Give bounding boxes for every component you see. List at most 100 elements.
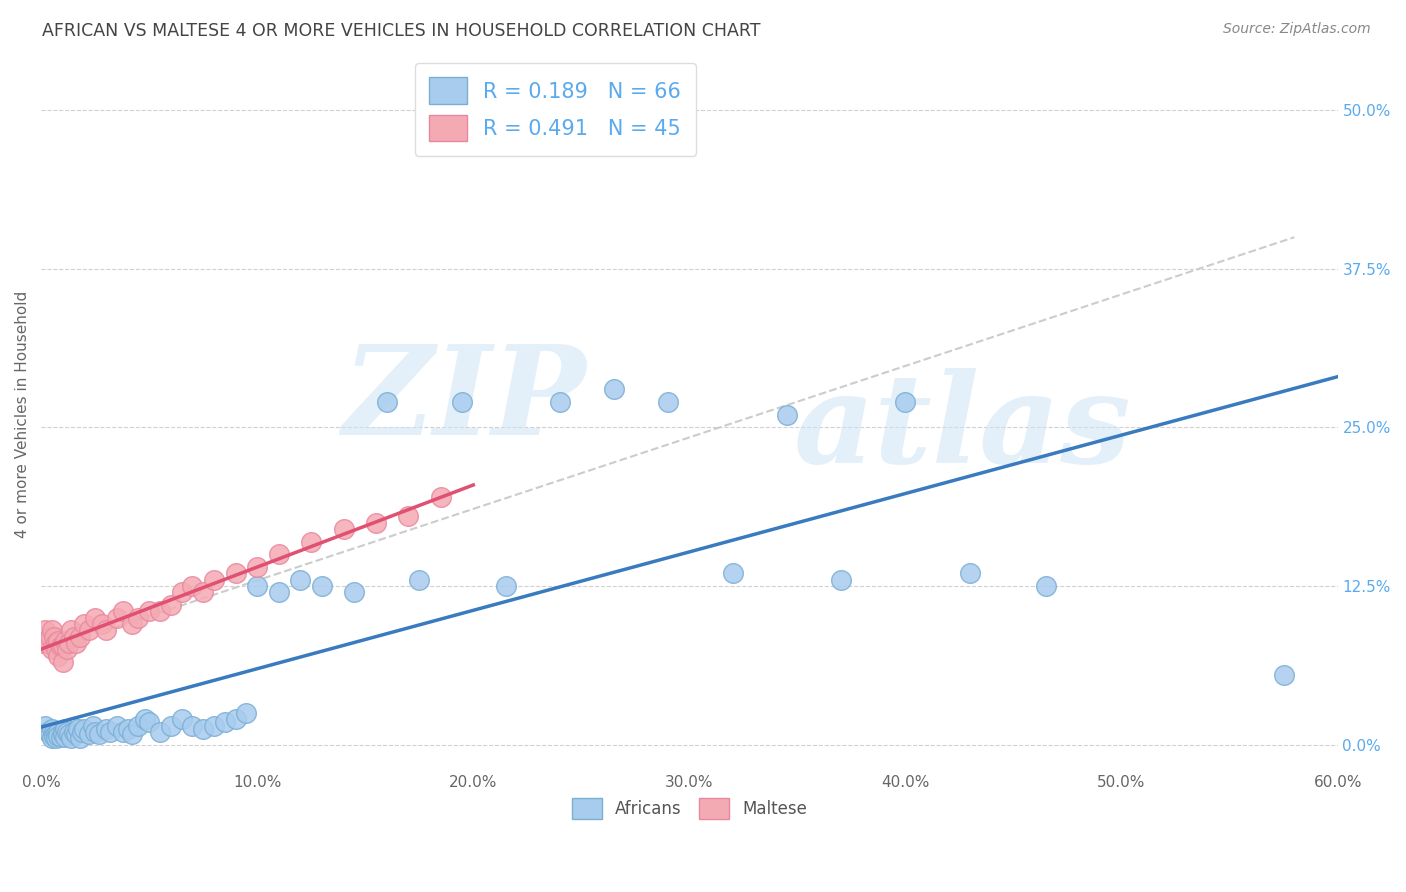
Point [58, 636, 80, 650]
Point [138, 604, 160, 618]
Point [830, 573, 852, 587]
Text: Source: ZipAtlas.com: Source: ZipAtlas.com [1223, 22, 1371, 37]
Point [134, 712, 156, 726]
Point [65, 636, 87, 650]
Point [45, 636, 67, 650]
Point [657, 395, 679, 409]
Point [42, 725, 65, 739]
Point [82, 718, 104, 732]
Point [1035, 579, 1057, 593]
Point [311, 579, 333, 593]
Point [84, 725, 107, 739]
Point [52, 727, 75, 741]
Point [202, 718, 225, 732]
Point [149, 725, 172, 739]
Point [398, 509, 420, 524]
Point [959, 566, 981, 581]
Point [235, 706, 257, 720]
Point [105, 718, 128, 732]
Point [73, 723, 96, 737]
Point [343, 585, 366, 599]
Point [159, 718, 181, 732]
Point [127, 718, 149, 732]
Point [127, 611, 149, 625]
Point [548, 395, 571, 409]
Point [267, 547, 290, 561]
Point [45, 727, 67, 741]
Point [48, 729, 70, 743]
Point [41, 723, 63, 737]
Point [181, 579, 204, 593]
Point [69, 731, 91, 746]
Point [66, 723, 89, 737]
Point [34, 718, 56, 732]
Point [138, 714, 160, 729]
Point [495, 579, 517, 593]
Text: atlas: atlas [793, 368, 1130, 490]
Point [89, 727, 111, 741]
Point [84, 611, 107, 625]
Point [332, 522, 354, 536]
Point [225, 566, 247, 581]
Y-axis label: 4 or more Vehicles in Household: 4 or more Vehicles in Household [15, 291, 30, 539]
Point [48, 633, 70, 648]
Point [53, 730, 76, 744]
Point [181, 718, 204, 732]
Point [290, 573, 312, 587]
Point [38, 630, 60, 644]
Point [49, 730, 72, 744]
Point [121, 617, 143, 632]
Point [48, 725, 70, 739]
Point [105, 611, 128, 625]
Point [77, 624, 100, 638]
Point [894, 395, 917, 409]
Point [721, 566, 744, 581]
Point [94, 723, 117, 737]
Point [98, 725, 121, 739]
Point [94, 624, 117, 638]
Point [1272, 668, 1295, 682]
Point [53, 723, 76, 737]
Legend: Africans, Maltese: Africans, Maltese [565, 791, 814, 826]
Point [37, 636, 59, 650]
Point [193, 723, 215, 737]
Point [45, 731, 67, 746]
Point [60, 624, 83, 638]
Point [62, 725, 84, 739]
Point [112, 604, 135, 618]
Point [364, 516, 387, 530]
Point [42, 630, 65, 644]
Point [34, 624, 56, 638]
Point [775, 408, 797, 422]
Point [70, 725, 93, 739]
Point [69, 630, 91, 644]
Point [214, 714, 236, 729]
Point [41, 642, 63, 657]
Text: AFRICAN VS MALTESE 4 OR MORE VEHICLES IN HOUSEHOLD CORRELATION CHART: AFRICAN VS MALTESE 4 OR MORE VEHICLES IN… [42, 22, 761, 40]
Point [41, 624, 63, 638]
Point [52, 655, 75, 669]
Point [41, 731, 63, 746]
Point [408, 573, 430, 587]
Point [299, 534, 322, 549]
Point [451, 395, 474, 409]
Point [52, 725, 75, 739]
Point [603, 383, 626, 397]
Point [48, 648, 70, 663]
Point [56, 642, 79, 657]
Point [375, 395, 398, 409]
Point [38, 727, 60, 741]
Point [430, 490, 453, 504]
Point [32, 636, 55, 650]
Point [246, 560, 269, 574]
Point [73, 617, 96, 632]
Point [202, 573, 225, 587]
Point [62, 630, 84, 644]
Point [225, 712, 247, 726]
Point [149, 604, 172, 618]
Point [77, 727, 100, 741]
Point [65, 727, 87, 741]
Point [52, 639, 75, 653]
Point [112, 725, 135, 739]
Point [170, 585, 193, 599]
